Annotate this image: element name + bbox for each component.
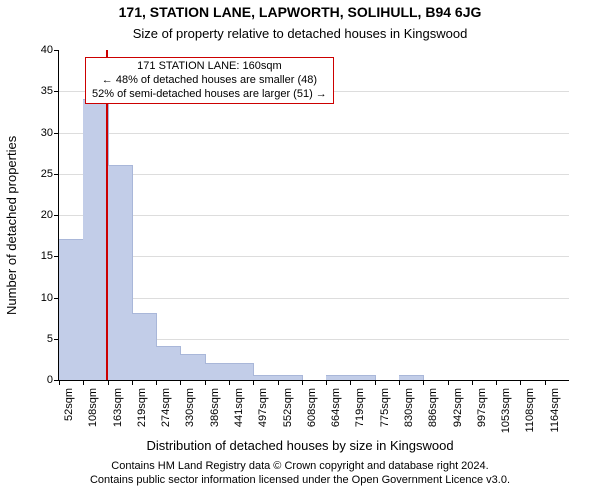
- annotation-line: 171 STATION LANE: 160sqm: [92, 60, 327, 74]
- y-tick-label: 40: [41, 44, 53, 56]
- x-tick-mark: [253, 380, 254, 385]
- annotation-line: 52% of semi-detached houses are larger (…: [92, 88, 327, 102]
- chart-title: 171, STATION LANE, LAPWORTH, SOLIHULL, B…: [0, 4, 600, 20]
- histogram-bar: [205, 363, 230, 381]
- x-tick-label: 108sqm: [87, 388, 99, 427]
- x-tick-label: 386sqm: [209, 388, 221, 427]
- x-axis-label: Distribution of detached houses by size …: [0, 438, 600, 453]
- histogram-bar: [399, 375, 424, 380]
- histogram-bar: [108, 165, 133, 381]
- y-tick-mark: [54, 174, 59, 175]
- x-tick-mark: [545, 380, 546, 385]
- gridline: [59, 133, 569, 134]
- x-tick-mark: [59, 380, 60, 385]
- annotation-line: ← 48% of detached houses are smaller (48…: [92, 74, 327, 88]
- x-tick-mark: [156, 380, 157, 385]
- x-tick-mark: [229, 380, 230, 385]
- x-tick-label: 552sqm: [282, 388, 294, 427]
- histogram-bar: [278, 375, 303, 380]
- y-tick-label: 25: [41, 168, 53, 180]
- y-tick-label: 5: [47, 333, 53, 345]
- y-axis-label: Number of detached properties: [4, 136, 19, 315]
- plot-area: 051015202530354052sqm108sqm163sqm219sqm2…: [58, 50, 569, 381]
- x-tick-mark: [132, 380, 133, 385]
- x-tick-mark: [108, 380, 109, 385]
- y-tick-mark: [54, 133, 59, 134]
- x-tick-mark: [520, 380, 521, 385]
- y-tick-label: 0: [47, 374, 53, 386]
- footnote: Contains HM Land Registry data © Crown c…: [0, 460, 600, 488]
- histogram-bar: [229, 363, 254, 381]
- x-tick-label: 775sqm: [379, 388, 391, 427]
- x-tick-mark: [448, 380, 449, 385]
- x-tick-mark: [83, 380, 84, 385]
- footnote-line: Contains HM Land Registry data © Crown c…: [0, 460, 600, 474]
- y-tick-label: 20: [41, 209, 53, 221]
- y-tick-mark: [54, 215, 59, 216]
- y-tick-label: 35: [41, 85, 53, 97]
- x-tick-mark: [350, 380, 351, 385]
- gridline: [59, 215, 569, 216]
- x-tick-label: 497sqm: [257, 388, 269, 427]
- x-tick-mark: [326, 380, 327, 385]
- x-tick-label: 163sqm: [112, 388, 124, 427]
- histogram-bar: [156, 346, 181, 380]
- gridline: [59, 256, 569, 257]
- x-tick-label: 1164sqm: [549, 388, 561, 432]
- histogram-bar: [83, 99, 108, 381]
- histogram-bar: [253, 375, 278, 380]
- x-tick-mark: [496, 380, 497, 385]
- y-tick-label: 15: [41, 250, 53, 262]
- x-tick-mark: [302, 380, 303, 385]
- histogram-bar: [132, 313, 157, 380]
- x-tick-label: 886sqm: [427, 388, 439, 427]
- histogram-bar: [350, 375, 375, 380]
- annotation-box: 171 STATION LANE: 160sqm ← 48% of detach…: [85, 57, 334, 104]
- y-tick-label: 30: [41, 127, 53, 139]
- y-tick-mark: [54, 91, 59, 92]
- x-tick-label: 942sqm: [452, 388, 464, 427]
- x-tick-label: 1053sqm: [500, 388, 512, 433]
- x-tick-label: 330sqm: [184, 388, 196, 427]
- chart-subtitle: Size of property relative to detached ho…: [0, 26, 600, 41]
- x-tick-label: 997sqm: [476, 388, 488, 427]
- histogram-bar: [326, 375, 351, 380]
- x-tick-label: 219sqm: [136, 388, 148, 427]
- x-tick-label: 719sqm: [354, 388, 366, 427]
- y-tick-mark: [54, 50, 59, 51]
- x-tick-label: 52sqm: [63, 388, 75, 421]
- x-tick-mark: [180, 380, 181, 385]
- x-tick-label: 830sqm: [403, 388, 415, 427]
- x-tick-label: 608sqm: [306, 388, 318, 427]
- x-tick-label: 1108sqm: [524, 388, 536, 432]
- chart-container: { "title": "171, STATION LANE, LAPWORTH,…: [0, 0, 600, 500]
- y-tick-label: 10: [41, 292, 53, 304]
- footnote-line: Contains public sector information licen…: [0, 474, 600, 488]
- x-tick-mark: [205, 380, 206, 385]
- x-tick-mark: [375, 380, 376, 385]
- x-tick-mark: [399, 380, 400, 385]
- gridline: [59, 298, 569, 299]
- x-tick-mark: [423, 380, 424, 385]
- x-tick-label: 441sqm: [233, 388, 245, 427]
- histogram-bar: [180, 354, 205, 380]
- x-tick-label: 274sqm: [160, 388, 172, 427]
- gridline: [59, 174, 569, 175]
- histogram-bar: [59, 239, 84, 380]
- x-tick-mark: [472, 380, 473, 385]
- x-tick-mark: [278, 380, 279, 385]
- x-tick-label: 664sqm: [330, 388, 342, 427]
